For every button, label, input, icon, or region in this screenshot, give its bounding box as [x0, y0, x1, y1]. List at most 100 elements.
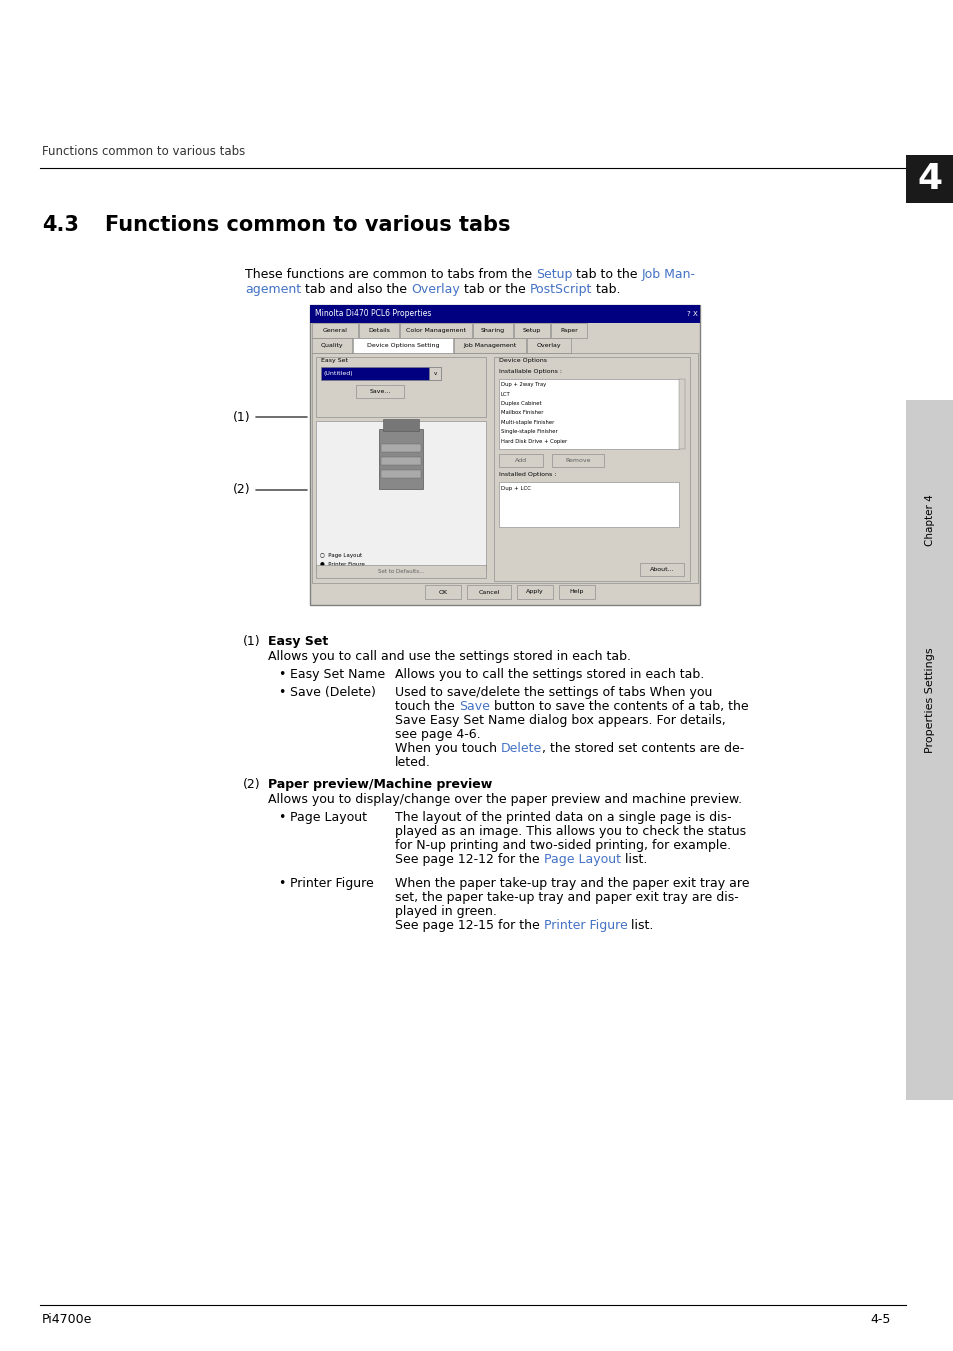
Bar	[380, 444, 420, 453]
Text: Save Easy Set Name dialog box appears. For details,: Save Easy Set Name dialog box appears. F…	[395, 713, 725, 727]
Text: button to save the contents of a tab, the: button to save the contents of a tab, th…	[489, 700, 747, 713]
Bar	[905, 400, 953, 1100]
Text: Dup + LCC: Dup + LCC	[500, 486, 531, 490]
Text: Remove: Remove	[565, 458, 590, 463]
Bar	[517, 585, 553, 598]
Text: Setup: Setup	[522, 328, 540, 332]
Bar	[467, 585, 511, 598]
Text: PostScript: PostScript	[529, 282, 592, 296]
Text: v: v	[433, 372, 436, 376]
Bar	[353, 338, 453, 353]
Text: •: •	[277, 686, 285, 698]
Bar	[514, 323, 550, 338]
Text: Delete: Delete	[500, 742, 541, 755]
Bar	[526, 338, 571, 353]
Text: Overlay: Overlay	[411, 282, 459, 296]
Bar	[639, 563, 683, 576]
Bar	[558, 585, 595, 598]
Text: About...: About...	[649, 567, 674, 571]
Text: Duplex Cabinet: Duplex Cabinet	[500, 401, 541, 407]
Text: (2): (2)	[243, 778, 260, 790]
Text: Dup + 2way Tray: Dup + 2way Tray	[500, 382, 546, 386]
Text: tab or the: tab or the	[459, 282, 529, 296]
Text: Allows you to call the settings stored in each tab.: Allows you to call the settings stored i…	[395, 667, 703, 681]
Bar	[378, 430, 422, 489]
Text: Setup: Setup	[536, 267, 572, 281]
Text: LCT: LCT	[500, 392, 510, 396]
Text: list.: list.	[620, 852, 646, 866]
Text: Sharing: Sharing	[480, 328, 504, 332]
Text: Hard Disk Drive + Copier: Hard Disk Drive + Copier	[500, 439, 567, 444]
Text: Easy Set Name: Easy Set Name	[290, 667, 385, 681]
Text: When you touch: When you touch	[395, 742, 500, 755]
Bar	[310, 305, 700, 605]
Bar	[498, 454, 542, 467]
Bar	[399, 323, 472, 338]
Text: Job Man-: Job Man-	[641, 267, 696, 281]
Text: tab.: tab.	[592, 282, 619, 296]
Text: Paper preview/Machine preview: Paper preview/Machine preview	[268, 778, 492, 790]
Text: played as an image. This allows you to check the status: played as an image. This allows you to c…	[395, 825, 745, 838]
Bar	[551, 323, 586, 338]
Bar	[312, 353, 698, 584]
Text: set, the paper take-up tray and paper exit tray are dis-: set, the paper take-up tray and paper ex…	[395, 892, 738, 904]
Text: Functions common to various tabs: Functions common to various tabs	[105, 215, 510, 235]
Text: Pi4700e: Pi4700e	[42, 1313, 92, 1325]
Bar	[552, 454, 603, 467]
Text: ○  Page Layout: ○ Page Layout	[319, 553, 362, 558]
Bar	[679, 380, 684, 449]
Text: (1): (1)	[233, 411, 251, 423]
Text: Allows you to call and use the settings stored in each tab.: Allows you to call and use the settings …	[268, 650, 630, 663]
Text: Mailbox Finisher: Mailbox Finisher	[500, 411, 543, 416]
Bar	[312, 323, 357, 338]
Text: ●  Printer Figure: ● Printer Figure	[319, 562, 364, 567]
Text: Installed Options :: Installed Options :	[498, 471, 556, 477]
Bar	[473, 323, 513, 338]
Text: Single-staple Finisher: Single-staple Finisher	[500, 430, 558, 435]
Text: Allows you to display/change over the paper preview and machine preview.: Allows you to display/change over the pa…	[268, 793, 741, 807]
Text: Paper: Paper	[559, 328, 578, 332]
Text: Used to save/delete the settings of tabs When you: Used to save/delete the settings of tabs…	[395, 686, 712, 698]
Bar	[310, 305, 700, 323]
Text: Save (Delete): Save (Delete)	[290, 686, 375, 698]
Text: , the stored set contents are de-: , the stored set contents are de-	[541, 742, 743, 755]
Text: touch the: touch the	[395, 700, 458, 713]
Text: Quality: Quality	[320, 343, 343, 349]
Text: list.: list.	[627, 919, 653, 932]
Text: 4.3: 4.3	[42, 215, 79, 235]
Text: •: •	[277, 667, 285, 681]
Text: Overlay: Overlay	[537, 343, 560, 349]
Text: Multi-staple Finisher: Multi-staple Finisher	[500, 420, 554, 426]
Bar	[320, 367, 440, 380]
Bar	[315, 422, 485, 571]
Text: (1): (1)	[243, 635, 260, 648]
Bar	[315, 565, 485, 578]
Text: see page 4-6.: see page 4-6.	[395, 728, 480, 740]
Text: 4: 4	[917, 162, 942, 196]
Bar	[905, 155, 953, 203]
Text: played in green.: played in green.	[395, 905, 497, 917]
Text: (2): (2)	[233, 484, 251, 497]
Text: Chapter 4: Chapter 4	[924, 494, 934, 546]
Text: These functions are common to tabs from the: These functions are common to tabs from …	[245, 267, 536, 281]
Text: Set to Defaults...: Set to Defaults...	[377, 569, 424, 574]
Bar	[494, 357, 689, 581]
Bar	[380, 457, 420, 465]
Bar	[454, 338, 525, 353]
Text: Printer Figure: Printer Figure	[290, 877, 374, 890]
Text: Help: Help	[569, 589, 583, 594]
Bar	[382, 419, 418, 431]
Text: Easy Set: Easy Set	[268, 635, 328, 648]
Text: leted.: leted.	[395, 757, 431, 769]
Text: for N-up printing and two-sided printing, for example.: for N-up printing and two-sided printing…	[395, 839, 730, 852]
Text: Apply: Apply	[525, 589, 543, 594]
Text: Functions common to various tabs: Functions common to various tabs	[42, 145, 245, 158]
Text: Easy Set: Easy Set	[320, 358, 348, 363]
Text: tab and also the: tab and also the	[301, 282, 411, 296]
Text: •: •	[277, 877, 285, 890]
Text: Add: Add	[515, 458, 526, 463]
Text: Save: Save	[458, 700, 489, 713]
Text: ? X: ? X	[686, 311, 697, 317]
Text: Installable Options :: Installable Options :	[498, 369, 561, 374]
Text: Printer Figure: Printer Figure	[543, 919, 627, 932]
